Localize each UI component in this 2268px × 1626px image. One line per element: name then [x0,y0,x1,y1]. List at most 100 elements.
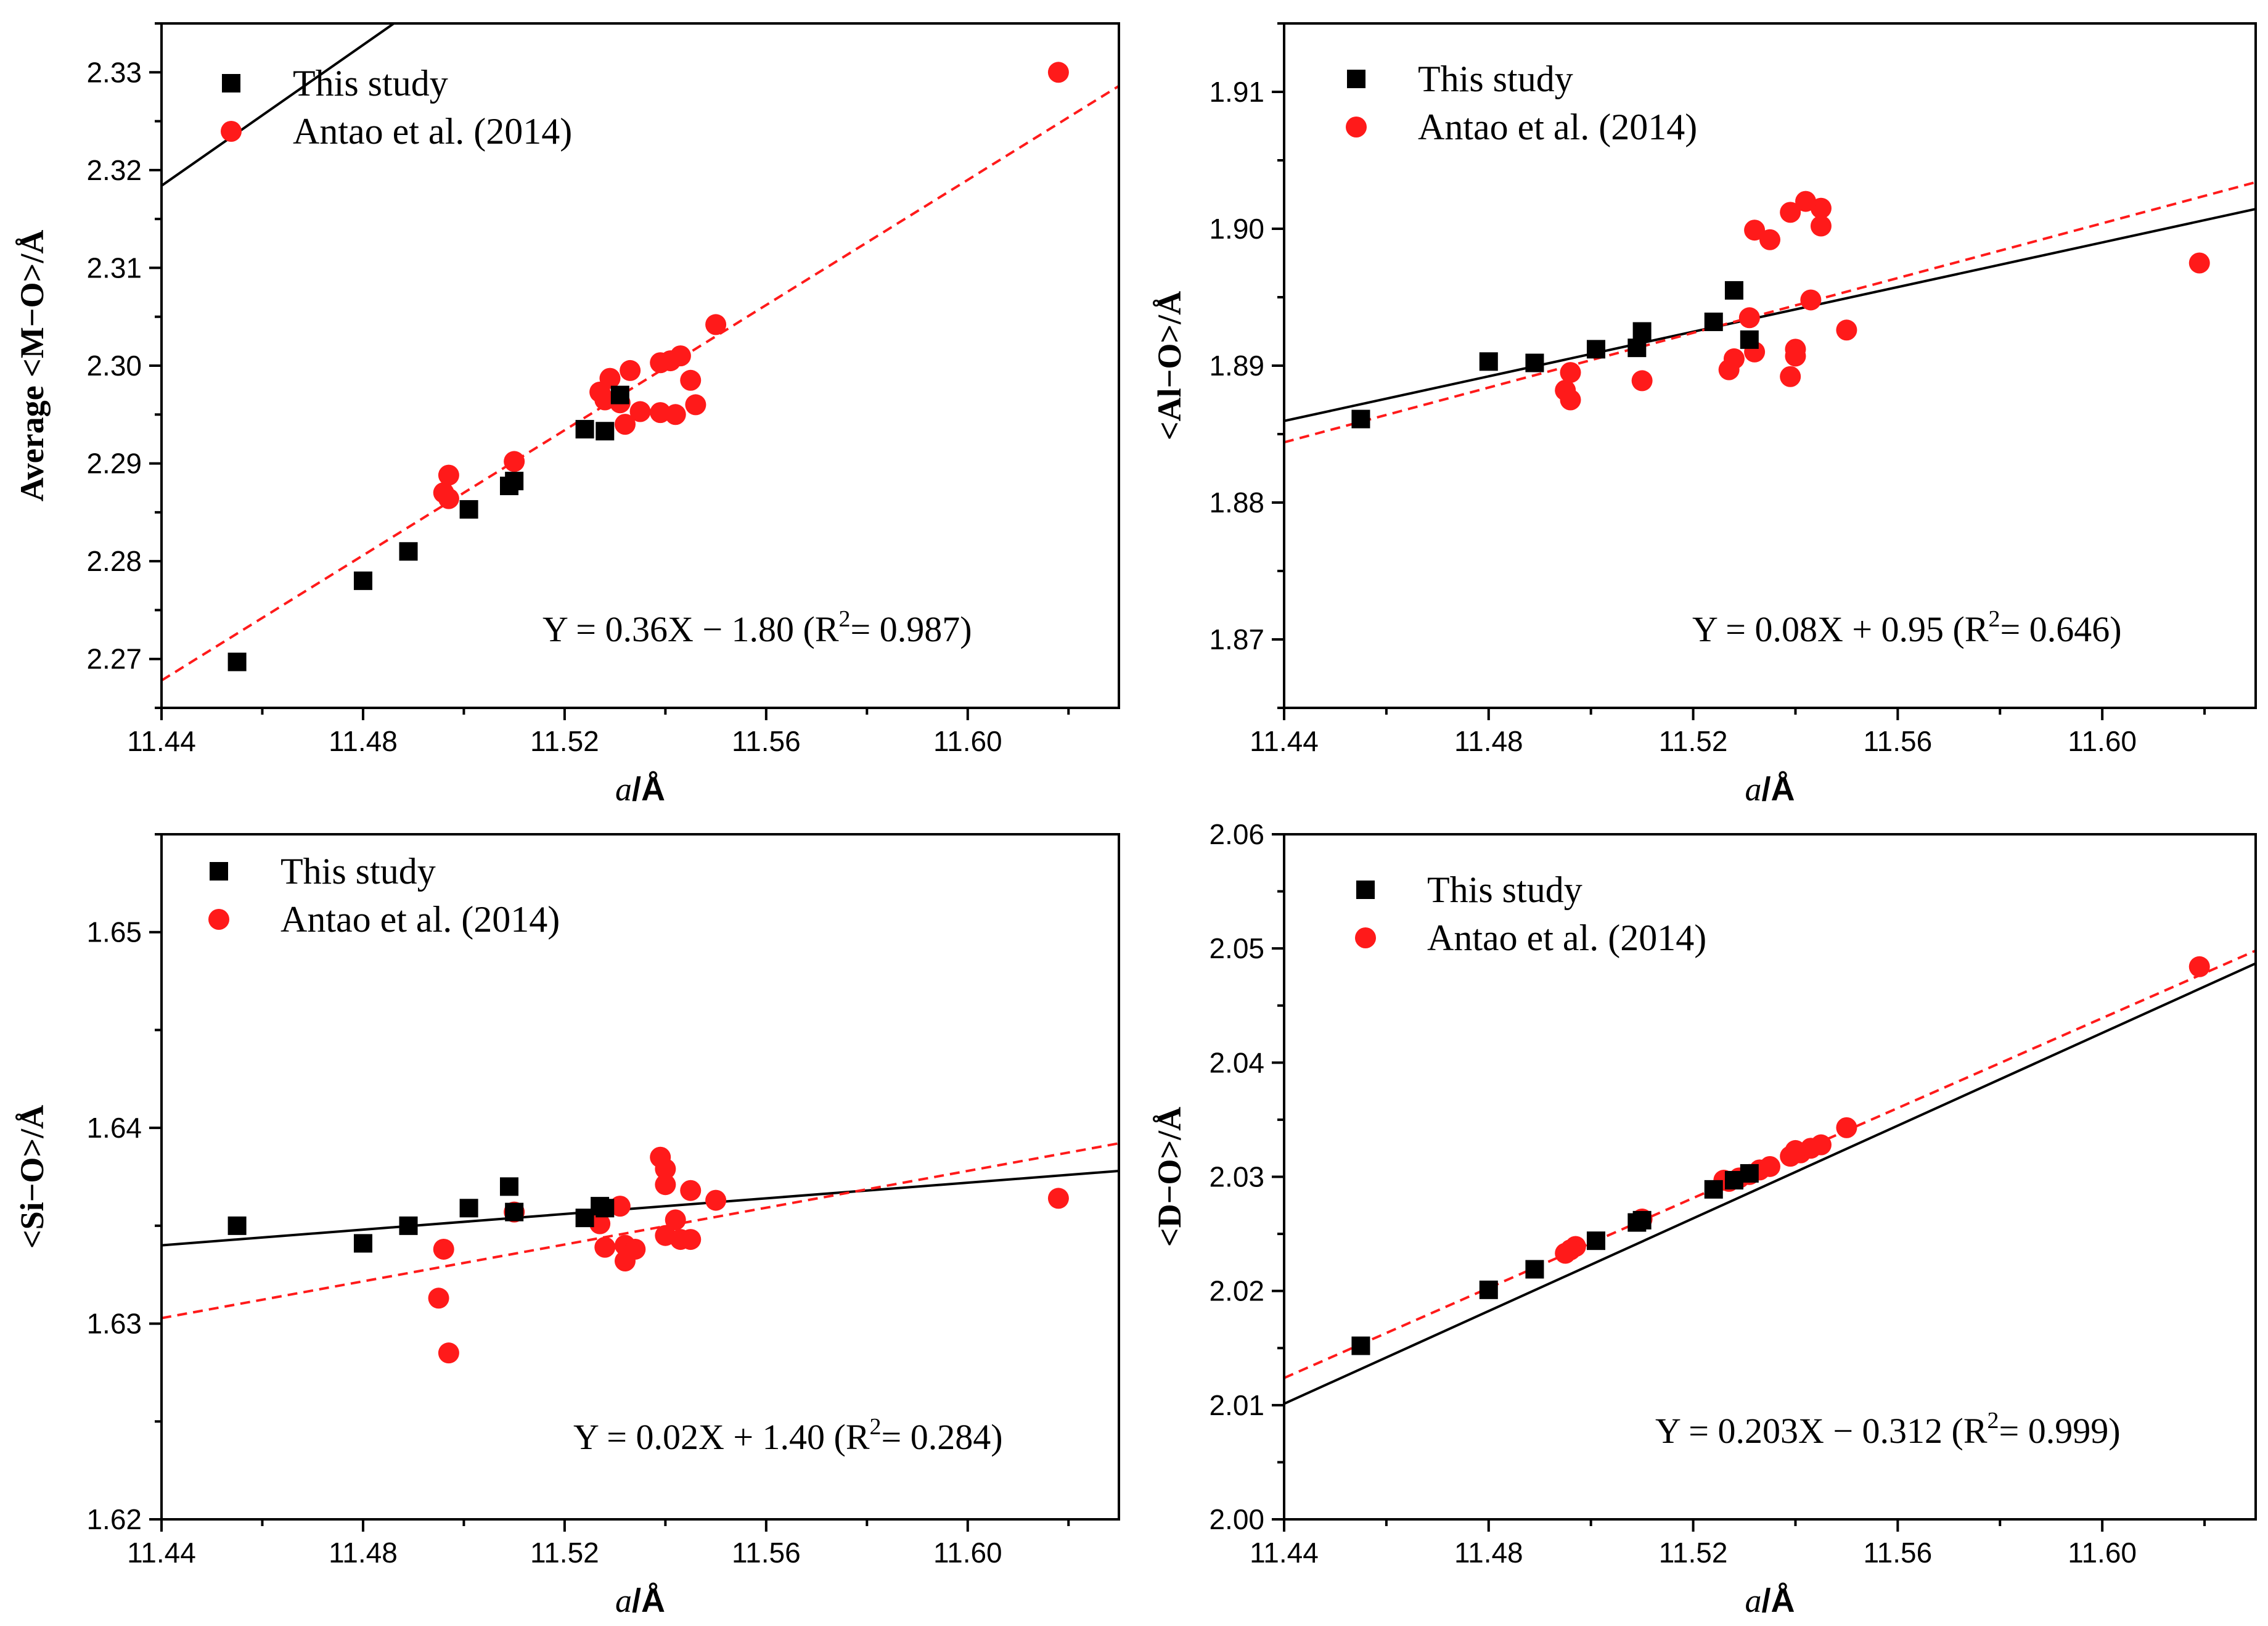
x-tick-label: 11.44 [127,1537,196,1569]
x-tick-label: 11.56 [732,1537,801,1569]
antao-point [680,369,702,391]
antao-point [665,1209,686,1231]
this-study-point [596,1199,615,1218]
antao-point [438,464,459,486]
antao-point [685,394,706,416]
this-study-point [399,1216,418,1235]
antao-point [680,1180,702,1201]
antao-point [650,352,671,374]
y-tick-label: 1.65 [86,916,142,948]
antao-point [594,1236,616,1258]
y-tick-label: 2.33 [86,56,142,88]
y-tick-label: 1.88 [1209,487,1264,519]
this-study-point [610,385,629,404]
fit-equation: Y = 0.02X + 1.40 (R2= 0.284) [573,1414,1003,1457]
this-study-point [227,652,247,671]
antao-fit-line [162,84,1119,682]
this-study-point [1586,340,1605,359]
this-study-point [1627,339,1647,358]
chart-panel-top-left: 11.44 11.48 11.52 11.56 11.60 2.27 2.28 2.29 2.3… [14,22,1120,808]
antao-point [2188,956,2210,977]
plot-frame [1283,833,2257,1521]
y-tick-label: 1.89 [1209,350,1264,382]
this-study-point [227,1216,247,1235]
this-study-point [459,1199,478,1218]
antao-point [1836,319,1857,341]
x-tick-label: 11.48 [329,725,398,757]
antao-point [1800,289,1822,311]
x-tick-label: 11.44 [1250,725,1319,757]
antao-point [504,451,525,472]
y-tick-label: 2.04 [1209,1046,1264,1078]
x-tick-label: 11.60 [2068,1537,2137,1569]
this-study-fit-line [162,23,396,187]
this-study-fit-line [1284,207,2256,422]
legend-square-marker [210,862,228,881]
y-tick-label: 2.06 [1209,818,1264,850]
y-tick-label: 1.90 [1209,213,1264,245]
chart-panel-bottom-right: 11.44 11.48 11.52 11.56 11.60 2.00 2.01 2.02 2.0… [1151,818,2257,1619]
antao-point [433,1238,454,1260]
y-tick-label: 2.00 [1209,1503,1264,1535]
x-tick-label: 11.52 [1659,725,1728,757]
legend-circle-marker [1346,117,1367,138]
y-tick-label: 2.28 [86,545,142,577]
antao-point [589,1213,611,1234]
x-tick-label: 11.44 [127,725,196,757]
antao-point [428,1287,449,1309]
legend-antao: Antao et al. (2014) [293,111,572,152]
y-tick-label: 2.03 [1209,1161,1264,1193]
legend-circle-marker [1355,927,1376,948]
this-study-point [505,472,524,491]
y-axis-label: <D−O>/Å [1151,1107,1188,1247]
legend-square-marker [1356,881,1375,899]
this-study-point [499,1177,518,1196]
antao-point [620,359,641,381]
plot-frame [160,22,1120,709]
antao-point [438,488,459,509]
y-tick-label: 2.01 [1209,1389,1264,1421]
legend-circle-marker [208,909,229,930]
this-study-point [1586,1231,1605,1250]
y-tick-label: 2.27 [86,643,142,675]
fit-equation: Y = 0.36X − 1.80 (R2= 0.987) [542,606,972,649]
antao-point [1560,362,1581,384]
antao-point [1738,307,1760,329]
x-tick-label: 11.52 [1659,1537,1728,1569]
y-tick-label: 2.05 [1209,932,1264,964]
legend-square-marker [1347,70,1365,88]
x-tick-label: 11.56 [1864,725,1933,757]
this-study-point [1632,322,1652,341]
antao-fit-line [162,1142,1119,1320]
antao-point [665,404,686,425]
antao-point [655,1158,676,1180]
this-study-point [1740,1164,1759,1183]
antao-point [1780,202,1801,223]
this-study-point [459,500,478,519]
this-study-point [1479,1280,1498,1299]
x-tick-label: 11.48 [329,1537,398,1569]
x-tick-label: 11.48 [1454,725,1523,757]
y-tick-label: 2.29 [86,448,142,480]
antao-point [1795,191,1817,212]
this-study-fit-line [162,1169,1119,1247]
antao-point [1718,359,1740,380]
antao-point [1744,220,1766,241]
antao-point [1785,1139,1806,1161]
plot-frame [1283,22,2257,709]
this-study-point [1479,352,1498,371]
plot-frame [160,833,1120,1521]
x-tick-label: 11.52 [530,725,599,757]
antao-point [614,414,636,435]
antao-point [655,1174,676,1196]
legend-antao: Antao et al. (2014) [280,899,560,940]
antao-point [629,401,651,422]
this-study-point [1740,330,1759,349]
fit-equation: Y = 0.203X − 0.312 (R2= 0.999) [1655,1408,2121,1451]
chart-panel-top-right: 11.44 11.48 11.52 11.56 11.60 1.87 1.88 1.89 1.9… [1151,22,2257,808]
y-axis-label: <Si−O>/Å [14,1105,51,1249]
antao-point [1780,366,1801,387]
x-axis-label: a/Å [1745,771,1795,808]
x-tick-label: 11.52 [530,1537,599,1569]
